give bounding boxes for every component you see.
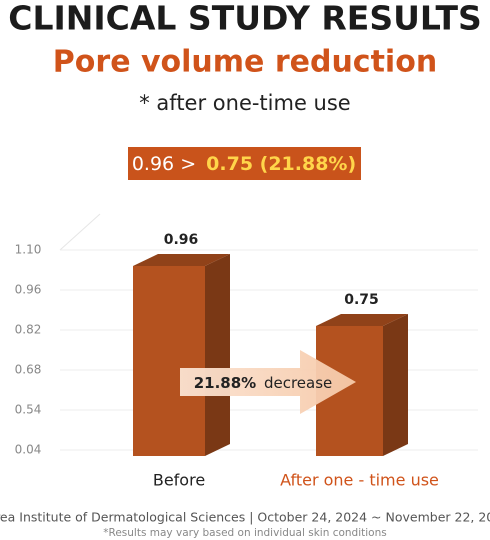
bars: 0.96 Before 0.75 After one - time use xyxy=(133,232,439,490)
highlight-box xyxy=(128,147,361,180)
source: Korea Institute of Dermatological Scienc… xyxy=(0,510,490,525)
y-tick-label: 0.04 xyxy=(15,443,42,457)
highlight-before: 0.96 > xyxy=(132,153,196,175)
x-tick-label: Before xyxy=(153,471,205,490)
bar-side xyxy=(205,254,230,456)
y-tick-label: 1.10 xyxy=(15,243,42,257)
chart-subtitle: Pore volume reduction xyxy=(53,45,437,80)
y-tick-label: 0.82 xyxy=(15,323,42,337)
decrease-arrow xyxy=(180,350,356,414)
bar xyxy=(133,266,205,456)
bar-top xyxy=(316,314,408,326)
x-tick-label: After one - time use xyxy=(280,471,439,490)
y-tick-label: 0.68 xyxy=(15,363,42,377)
note: * after one-time use xyxy=(139,91,350,115)
annotation-value: 21.88% xyxy=(194,374,256,392)
y-tick-label: 0.54 xyxy=(15,403,42,417)
bar-top xyxy=(133,254,230,266)
back-wall-edge xyxy=(59,213,101,251)
annotation: 21.88% decrease xyxy=(194,374,333,392)
grid: 0.04 0.54 0.68 0.82 0.96 1.10 xyxy=(15,243,478,457)
value-label: 0.75 xyxy=(344,292,379,308)
highlight-after: 0.75 (21.88%) xyxy=(206,153,356,175)
disclaimer: *Results may vary based on individual sk… xyxy=(103,527,386,539)
value-label: 0.96 xyxy=(164,232,199,248)
chart-title: CLINICAL STUDY RESULTS xyxy=(8,0,482,38)
y-tick-label: 0.96 xyxy=(15,283,42,297)
annotation-text: decrease xyxy=(264,374,332,392)
bar-side xyxy=(383,314,408,456)
highlight-text: 0.96 > 0.75 (21.88%) xyxy=(132,153,356,175)
